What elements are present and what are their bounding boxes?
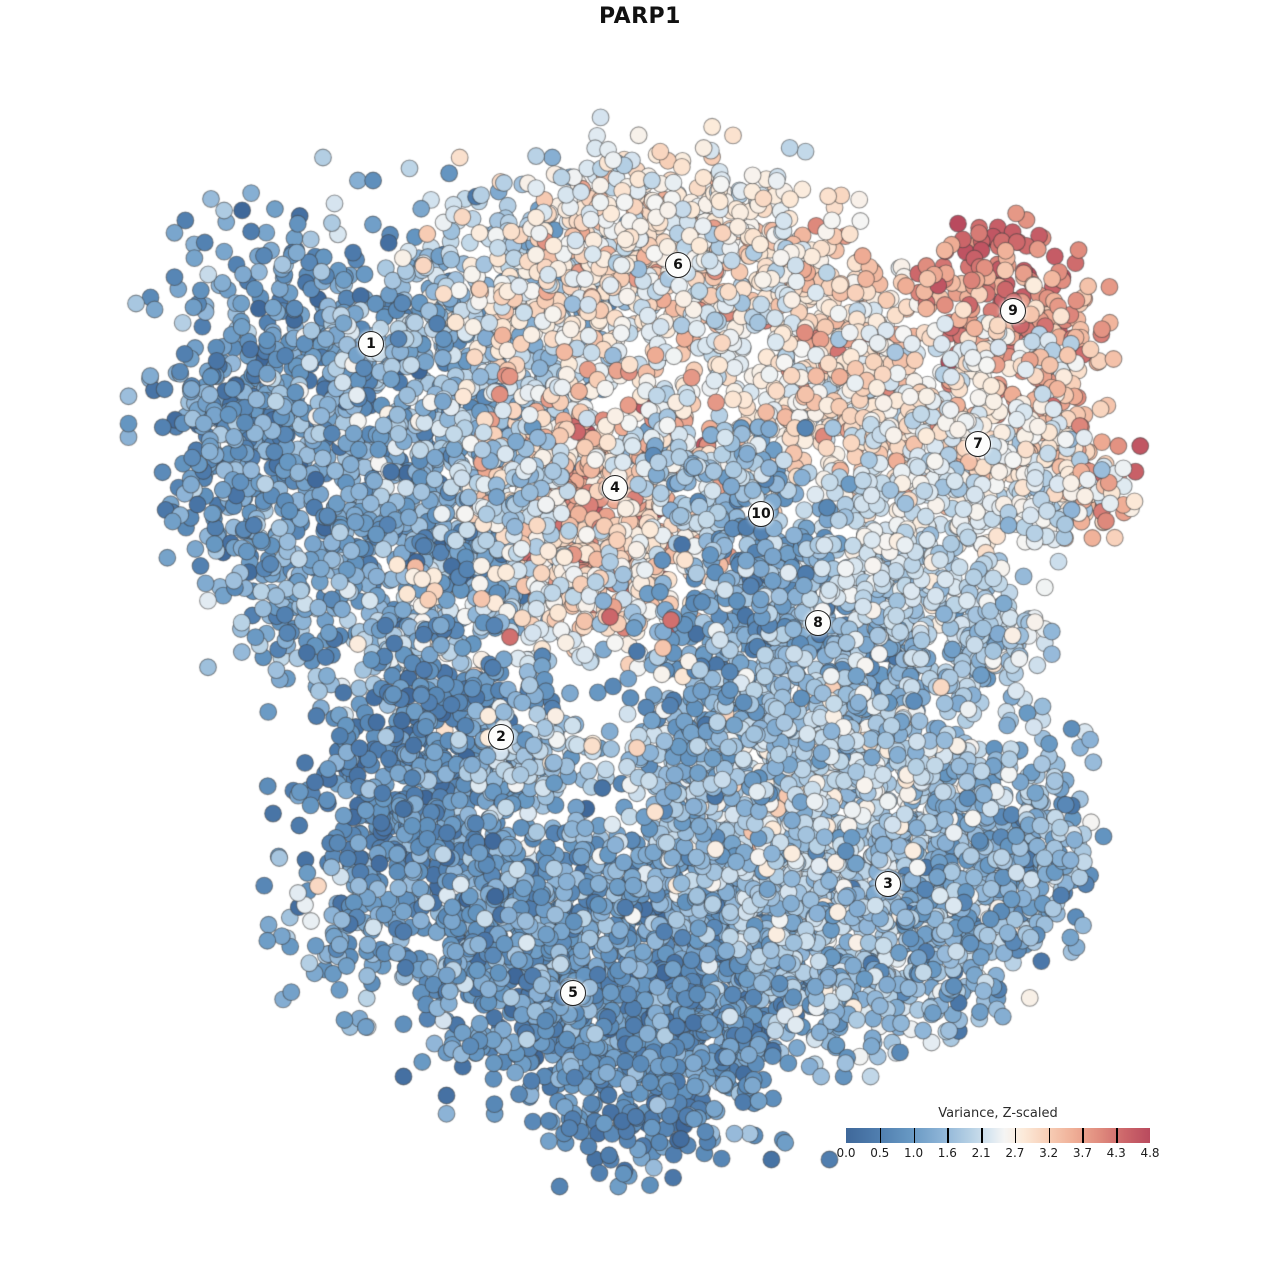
colorbar-tick-label: 4.3: [1106, 1146, 1126, 1160]
colorbar-tick-mark: [981, 1128, 983, 1143]
colorbar-tick-label: 2.1: [971, 1146, 991, 1160]
cluster-label-2: 2: [488, 724, 514, 750]
cluster-label-4: 4: [602, 475, 628, 501]
cluster-label-3: 3: [875, 871, 901, 897]
cluster-label-1: 1: [358, 331, 384, 357]
colorbar-tick-label: 1.6: [937, 1146, 957, 1160]
cluster-label-7: 7: [965, 431, 991, 457]
colorbar-tick-label: 4.8: [1140, 1146, 1160, 1160]
colorbar-tick-label: 3.2: [1039, 1146, 1059, 1160]
colorbar-tick-mark: [913, 1128, 916, 1143]
colorbar-tick-mark: [1048, 1128, 1051, 1143]
cluster-label-9: 9: [1000, 298, 1026, 324]
colorbar-tick-mark: [1014, 1128, 1017, 1143]
colorbar-tick-mark: [879, 1128, 882, 1143]
cluster-label-5: 5: [560, 980, 586, 1006]
cluster-label-10: 10: [748, 501, 774, 527]
colorbar-tick-mark: [1082, 1128, 1084, 1143]
colorbar-tick-mark: [1116, 1128, 1118, 1143]
colorbar-tick-label: 0.5: [870, 1146, 890, 1160]
colorbar-legend: Variance, Z-scaled 0.0 0.5 1.0 1.6 2.1 2.7 3.2…: [836, 1106, 1159, 1164]
colorbar-tick-label: 3.7: [1072, 1146, 1092, 1160]
cluster-label-6: 6: [665, 252, 691, 278]
colorbar-tick-labels: 0.0 0.5 1.0 1.6 2.1 2.7 3.2 3.7 4.3 4.8: [836, 1146, 1159, 1164]
colorbar-tick-mark: [947, 1128, 949, 1143]
colorbar-tick-label: 1.0: [904, 1146, 924, 1160]
cluster-label-8: 8: [805, 610, 831, 636]
colorbar-gradient: [846, 1128, 1150, 1143]
colorbar-title: Variance, Z-scaled: [938, 1106, 1058, 1121]
colorbar-tick-label: 2.7: [1005, 1146, 1025, 1160]
colorbar-tick-label: 0.0: [836, 1146, 856, 1160]
